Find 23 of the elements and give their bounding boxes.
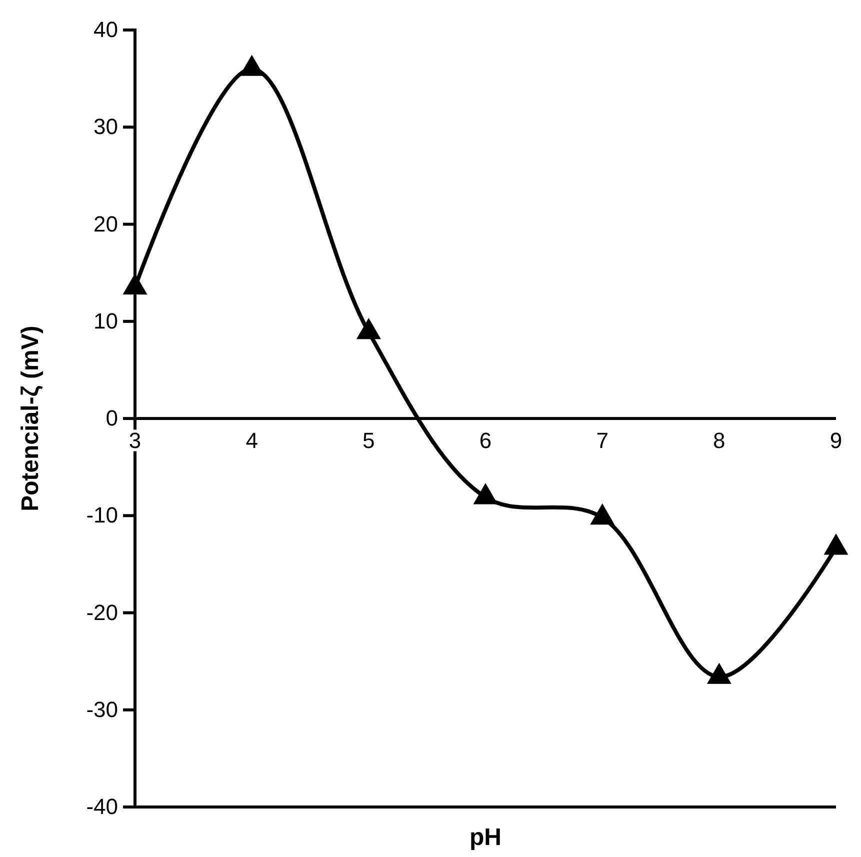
y-tick-label: -20 — [86, 600, 118, 625]
y-tick-label: 20 — [94, 211, 118, 236]
y-axis-title: Potencial-ζ (mV) — [17, 326, 44, 512]
x-tick-label: 9 — [830, 428, 842, 454]
x-tick-label: 5 — [362, 428, 375, 454]
y-tick-label: 10 — [94, 308, 118, 334]
x-tick-label: 6 — [479, 428, 492, 454]
point — [240, 54, 264, 76]
x-tick-label: 8 — [713, 428, 726, 454]
point — [356, 318, 381, 340]
point — [824, 534, 848, 555]
point — [706, 662, 732, 684]
y-tick-label: -30 — [86, 696, 118, 722]
y-tick-label: 40 — [94, 17, 118, 42]
x-tick-label: 4 — [246, 428, 258, 454]
y-tick-label: -10 — [86, 502, 118, 528]
point — [590, 503, 615, 525]
x-tick-label: 7 — [596, 428, 608, 454]
point — [473, 483, 498, 504]
y-tick-label: -40 — [86, 794, 118, 820]
y-tick-label: 30 — [94, 114, 118, 140]
y-tick-label: 0 — [106, 406, 118, 431]
x-axis-title: pH — [470, 824, 502, 851]
